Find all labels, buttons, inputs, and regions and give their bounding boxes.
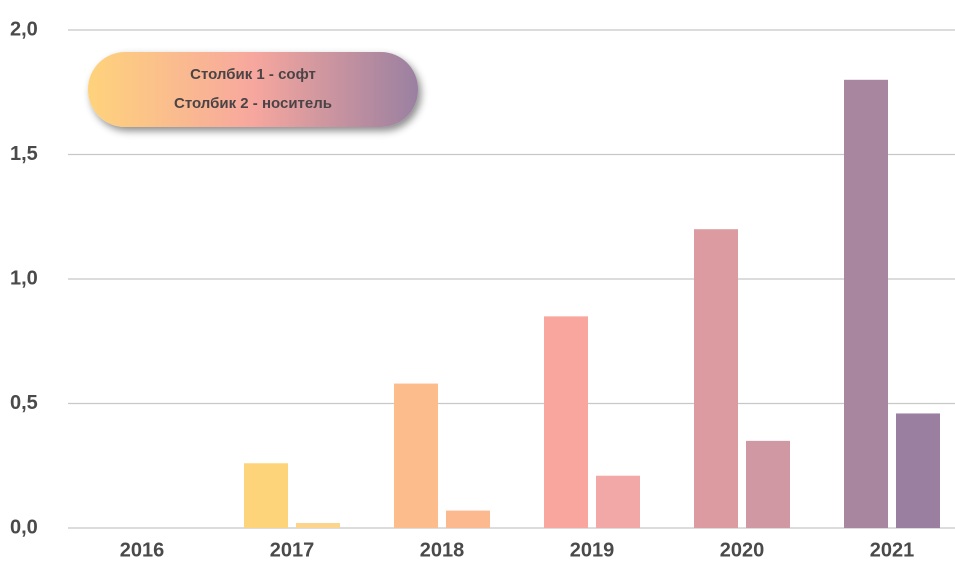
y-tick-label: 1,0: [10, 267, 38, 289]
bar: [896, 413, 940, 528]
y-tick-label: 1,5: [10, 143, 38, 165]
x-tick-label: 2018: [420, 539, 465, 561]
x-tick-label: 2016: [120, 539, 165, 561]
bar: [694, 229, 738, 528]
y-tick-label: 2,0: [10, 18, 38, 40]
y-tick-label: 0,5: [10, 392, 38, 414]
y-tick-label: 0,0: [10, 516, 38, 538]
legend-label: Столбик 1 - софт: [190, 66, 316, 83]
x-tick-label: 2021: [870, 539, 915, 561]
bar: [296, 523, 340, 528]
bar: [544, 316, 588, 528]
legend-label: Столбик 2 - носитель: [174, 95, 332, 112]
bar: [446, 510, 490, 528]
x-tick-label: 2017: [270, 539, 315, 561]
bar: [596, 475, 640, 528]
bar: [746, 440, 790, 528]
bar: [244, 463, 288, 528]
x-tick-label: 2020: [720, 539, 765, 561]
x-tick-label: 2019: [570, 539, 615, 561]
bar: [844, 79, 888, 529]
bar: [394, 383, 438, 528]
legend-box: [88, 52, 418, 127]
